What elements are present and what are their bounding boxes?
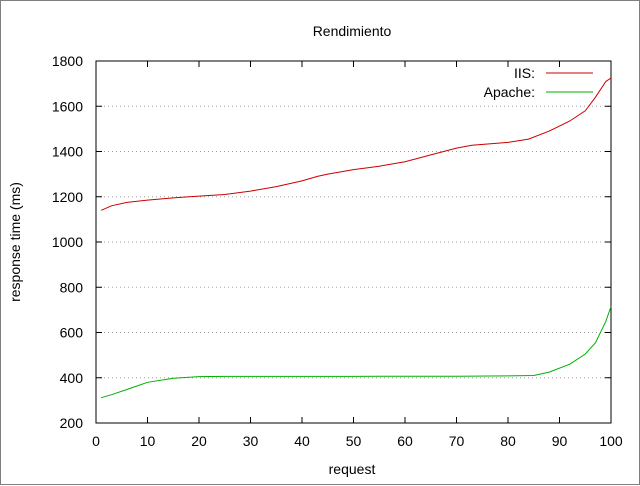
series-line-apache — [101, 306, 612, 399]
x-axis-label: request — [329, 461, 376, 477]
y-tick-label: 400 — [60, 370, 84, 386]
x-tick-label: 10 — [140, 433, 156, 449]
x-tick-label: 30 — [243, 433, 259, 449]
series-line-iis — [100, 77, 612, 211]
series-lines — [100, 77, 612, 399]
legend-label: Apache: — [484, 84, 535, 100]
y-tick-label: 1800 — [52, 53, 83, 69]
y-tick-label: 1400 — [52, 144, 83, 160]
grid — [96, 105, 611, 379]
y-tick-label: 1000 — [52, 234, 83, 250]
chart-title: Rendimiento — [313, 23, 392, 39]
ticks: 200 400 600 800 1000 1200 1400 1600 1800 0 10 20 30 4… — [52, 53, 623, 449]
x-tick-label: 70 — [449, 433, 465, 449]
y-tick-label: 1600 — [52, 98, 83, 114]
x-tick-label: 20 — [191, 433, 207, 449]
x-tick-label: 90 — [552, 433, 568, 449]
plot-border — [95, 60, 612, 424]
y-axis-label: response time (ms) — [7, 182, 23, 302]
x-tick-label: 50 — [346, 433, 362, 449]
x-tick-label: 40 — [294, 433, 310, 449]
legend: IIS: Apache: — [484, 65, 593, 100]
legend-label: IIS: — [514, 65, 535, 81]
x-tick-label: 80 — [500, 433, 516, 449]
y-tick-label: 600 — [60, 325, 84, 341]
y-tick-label: 200 — [60, 415, 84, 431]
x-tick-label: 0 — [92, 433, 100, 449]
x-tick-label: 100 — [599, 433, 623, 449]
y-tick-label: 1200 — [52, 189, 83, 205]
y-tick-label: 800 — [60, 279, 84, 295]
x-tick-label: 60 — [397, 433, 413, 449]
